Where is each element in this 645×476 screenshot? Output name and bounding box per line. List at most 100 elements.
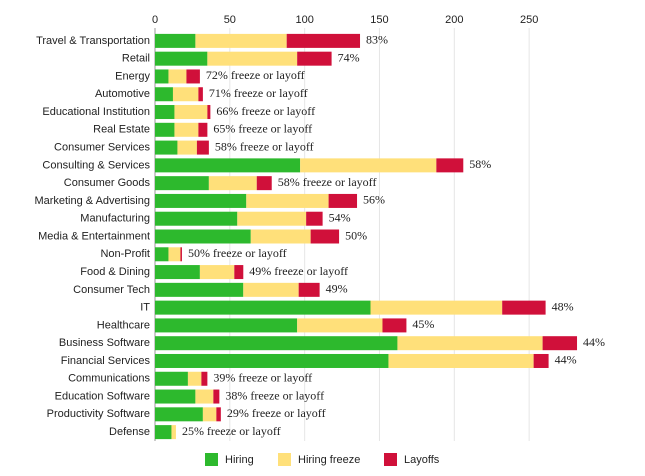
bar-segment — [195, 389, 214, 404]
bar-label: 83% — [366, 33, 388, 47]
bar-label: 65% freeze or layoff — [213, 122, 312, 136]
bar-segment — [155, 193, 247, 208]
bar-segment — [502, 300, 546, 315]
bar-segment — [198, 87, 203, 102]
bar-segment — [186, 69, 200, 84]
bar-segment — [202, 407, 217, 422]
bar-segment — [155, 353, 389, 368]
legend-swatch — [384, 453, 397, 466]
y-tick-label: Consumer Services — [54, 141, 150, 153]
bar-segment — [155, 425, 172, 440]
y-tick-label: Business Software — [59, 337, 150, 349]
y-tick-label: Manufacturing — [80, 213, 150, 225]
bar-label: 45% — [412, 317, 434, 331]
bar-segment — [155, 389, 196, 404]
bar-label: 50% freeze or layoff — [188, 246, 287, 260]
y-tick-label: Productivity Software — [47, 408, 150, 420]
bar-segment — [213, 389, 220, 404]
bar-label: 58% freeze or layoff — [215, 139, 314, 153]
bar-segment — [155, 282, 244, 297]
bar-segment — [397, 336, 543, 351]
y-tick-label: IT — [140, 302, 150, 314]
bar-segment — [207, 51, 298, 66]
bar-label: 54% — [329, 210, 351, 224]
bar-label: 74% — [338, 50, 360, 64]
bar-segment — [297, 51, 332, 66]
bar-label: 49% — [326, 282, 348, 296]
bar-segment — [155, 407, 203, 422]
bar-segment — [382, 318, 407, 333]
bar-segment — [198, 122, 208, 137]
y-tick-label: Consulting & Services — [42, 159, 150, 171]
y-tick-label: Consumer Goods — [64, 177, 151, 189]
bar-segment — [155, 247, 169, 262]
bar-label: 44% — [555, 353, 577, 367]
y-tick-label: Marketing & Advertising — [34, 195, 150, 207]
bar-segment — [168, 69, 187, 84]
bar-label: 39% freeze or layoff — [213, 371, 312, 385]
bar-label: 66% freeze or layoff — [216, 104, 315, 118]
legend-swatch — [278, 453, 291, 466]
bar-segment — [155, 122, 175, 137]
bar-segment — [199, 265, 235, 280]
bar-label: 44% — [583, 335, 605, 349]
bar-segment — [250, 229, 311, 244]
bar-segment — [155, 211, 238, 226]
bar-segment — [168, 247, 181, 262]
bar-segment — [207, 105, 211, 120]
bar-label: 72% freeze or layoff — [206, 68, 305, 82]
bar-label: 49% freeze or layoff — [249, 264, 348, 278]
bar-segment — [155, 140, 178, 155]
bar-segment — [180, 247, 182, 262]
bar-segment — [155, 69, 169, 84]
bar-label: 50% — [345, 228, 367, 242]
y-tick-label: Consumer Tech — [73, 284, 150, 296]
bar-segment — [216, 407, 221, 422]
y-tick-label: Educational Institution — [42, 106, 150, 118]
bar-label: 58% freeze or layoff — [278, 175, 377, 189]
y-tick-label: Education Software — [55, 390, 150, 402]
bar-label: 48% — [552, 299, 574, 313]
x-tick-label: 50 — [224, 14, 236, 26]
bar-segment — [155, 336, 398, 351]
bar-segment — [246, 193, 329, 208]
bar-segment — [234, 265, 244, 280]
x-tick-label: 100 — [295, 14, 313, 26]
bar-segment — [155, 158, 301, 173]
y-tick-label: Automotive — [95, 88, 150, 100]
y-tick-label: Energy — [115, 70, 150, 82]
bar-label: 38% freeze or layoff — [225, 388, 324, 402]
bar-segment — [155, 176, 209, 191]
bar-segment — [542, 336, 578, 351]
bar-segment — [388, 353, 534, 368]
bar-segment — [155, 87, 173, 102]
bar-segment — [155, 33, 196, 48]
bar-segment — [286, 33, 361, 48]
bar-segment — [171, 425, 176, 440]
bar-segment — [174, 105, 208, 120]
bar-segment — [306, 211, 323, 226]
y-tick-label: Retail — [122, 53, 150, 65]
bar-segment — [174, 122, 199, 137]
bar-segment — [201, 371, 208, 386]
y-tick-label: Non-Profit — [100, 248, 150, 260]
bar-segment — [155, 229, 251, 244]
bar-segment — [155, 51, 208, 66]
bar-label: 71% freeze or layoff — [209, 86, 308, 100]
y-tick-label: Communications — [68, 373, 150, 385]
legend-label: Layoffs — [404, 454, 440, 466]
y-tick-label: Media & Entertainment — [38, 230, 150, 242]
x-tick-label: 0 — [152, 14, 158, 26]
bar-segment — [436, 158, 464, 173]
bar-segment — [300, 158, 437, 173]
y-tick-label: Defense — [109, 426, 150, 438]
bar-label: 58% — [469, 157, 491, 171]
legend-label: Hiring freeze — [298, 454, 360, 466]
y-tick-label: Travel & Transportation — [36, 35, 150, 47]
bar-segment — [187, 371, 202, 386]
y-tick-label: Healthcare — [97, 319, 150, 331]
bar-segment — [243, 282, 299, 297]
x-tick-label: 250 — [520, 14, 538, 26]
bar-segment — [297, 318, 383, 333]
bar-segment — [208, 176, 257, 191]
